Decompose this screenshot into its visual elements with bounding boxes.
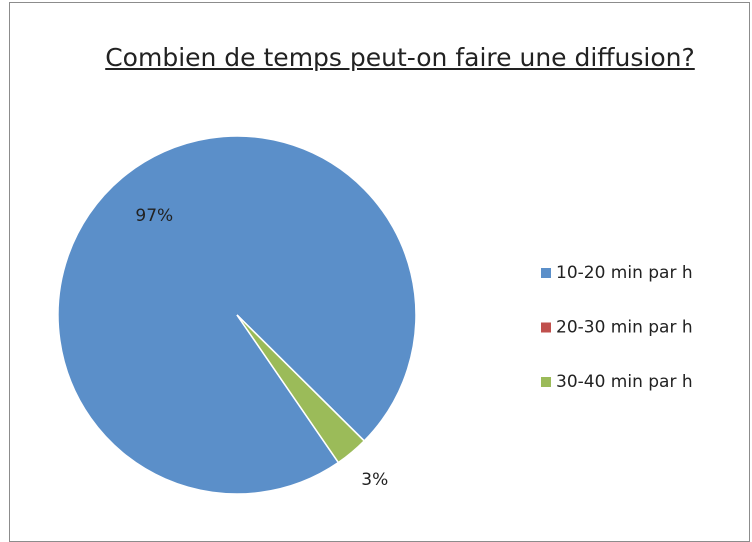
- legend-swatch: [541, 268, 551, 278]
- pie-slice: [236, 314, 366, 464]
- data-label: 97%: [135, 206, 173, 226]
- legend-label: 20-30 min par h: [556, 318, 693, 338]
- legend-swatch: [541, 322, 551, 333]
- legend-swatch: [541, 377, 551, 387]
- legend-label: 30-40 min par h: [556, 372, 693, 392]
- legend-label: 10-20 min par h: [556, 263, 693, 283]
- data-label: 3%: [361, 470, 388, 490]
- chart-title: Combien de temps peut-on faire une diffu…: [105, 43, 695, 72]
